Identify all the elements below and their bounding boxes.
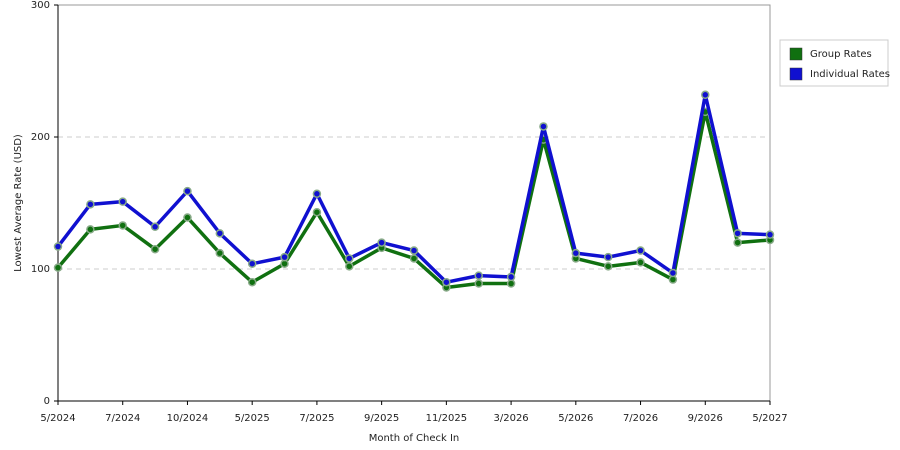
data-point (603, 262, 613, 271)
data-point (312, 189, 322, 199)
y-tick-label: 300 (31, 0, 50, 11)
data-point (118, 197, 127, 206)
data-point (150, 222, 160, 232)
data-point (409, 254, 419, 263)
x-tick-label: 10/2024 (167, 413, 209, 424)
data-point (539, 122, 548, 131)
data-point (86, 225, 95, 234)
data-point (215, 229, 225, 238)
data-point (183, 186, 192, 196)
data-point (312, 207, 322, 217)
data-point (701, 90, 710, 100)
data-point (150, 244, 160, 254)
y-axis-label: Lowest Average Rate (USD) (13, 134, 24, 272)
data-point (377, 238, 386, 247)
data-point (345, 254, 354, 263)
data-point (474, 279, 483, 288)
data-point (86, 200, 95, 209)
data-point (765, 230, 775, 239)
x-tick-label: 9/2025 (364, 413, 399, 424)
x-tick-label: 5/2024 (40, 413, 75, 424)
data-point (118, 221, 127, 230)
data-point (53, 242, 63, 251)
data-point (280, 252, 289, 262)
data-point (247, 277, 257, 287)
data-point (571, 248, 581, 258)
data-point (636, 258, 645, 267)
data-point (636, 246, 645, 255)
data-point (733, 229, 742, 238)
plot-frame (57, 4, 771, 402)
x-tick-label: 7/2025 (299, 413, 334, 424)
data-point (215, 248, 225, 258)
x-tick-label: 7/2026 (623, 413, 658, 424)
data-point (474, 271, 483, 280)
x-tick-label: 9/2026 (688, 413, 723, 424)
data-point (506, 272, 516, 282)
data-point (603, 252, 613, 262)
legend-swatch (789, 67, 803, 81)
legend-label: Group Rates (810, 49, 872, 60)
y-tick-label: 100 (31, 264, 50, 275)
y-tick-label: 200 (31, 132, 50, 143)
x-tick-label: 7/2024 (105, 413, 140, 424)
legend-swatch (789, 47, 803, 61)
data-point (183, 213, 192, 222)
x-axis-label: Month of Check In (369, 433, 460, 444)
data-point (733, 238, 742, 247)
x-tick-label: 5/2025 (235, 413, 270, 424)
data-point (668, 268, 678, 278)
data-point (345, 262, 354, 271)
data-point (409, 246, 419, 255)
data-point (442, 277, 451, 287)
x-tick-label: 5/2027 (752, 413, 787, 424)
x-tick-label: 11/2025 (426, 413, 468, 424)
y-tick-label: 0 (44, 396, 50, 407)
legend-label: Individual Rates (810, 69, 890, 80)
x-tick-label: 3/2026 (493, 413, 528, 424)
data-point (53, 263, 63, 272)
x-tick-label: 5/2026 (558, 413, 593, 424)
data-point (247, 259, 257, 268)
